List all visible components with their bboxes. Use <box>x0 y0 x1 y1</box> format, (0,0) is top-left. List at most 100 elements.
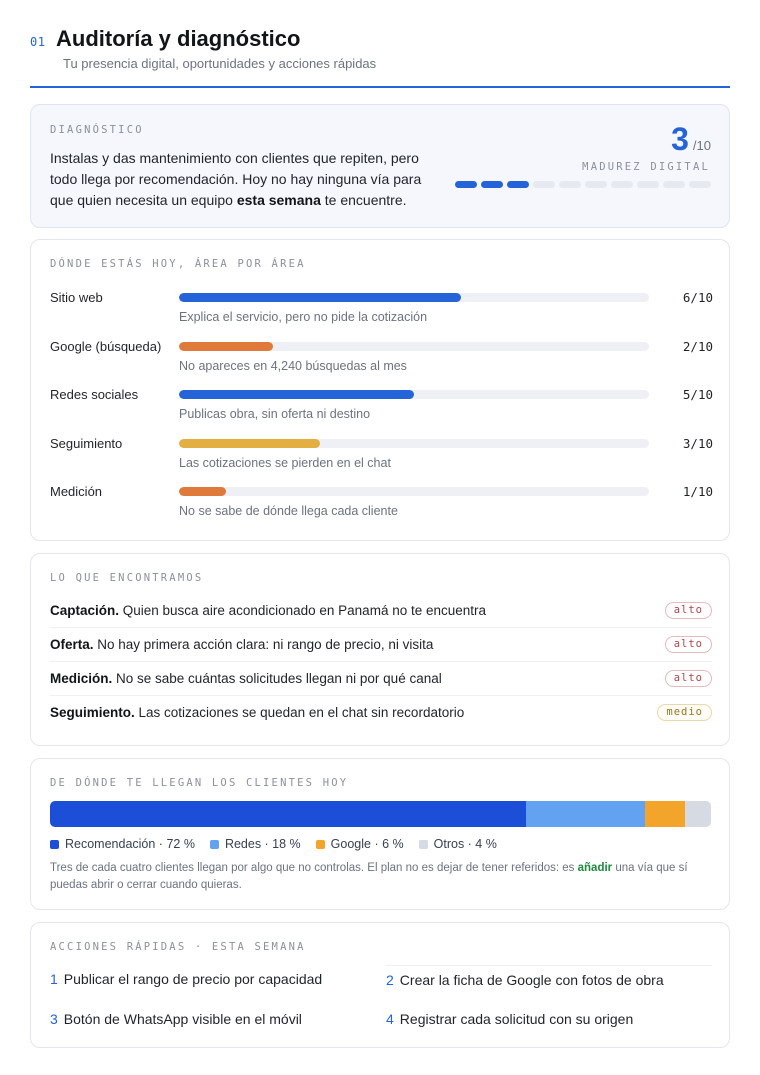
area-note: Las cotizaciones se pierden en el chat <box>179 455 391 470</box>
area-progress-track <box>179 390 649 399</box>
legend-swatch <box>418 839 428 849</box>
area-progress-fill <box>179 293 461 302</box>
maturity-segment <box>559 181 581 188</box>
area-progress-track <box>179 341 649 351</box>
finding-text: Medición. No se sabe cuántas solicitudes… <box>50 671 442 686</box>
area-score: 2/10 <box>682 338 713 354</box>
maturity-segment <box>637 181 659 188</box>
action-item: 1 Publicar el rango de precio por capacid… <box>50 971 322 987</box>
finding-row: Captación. Quien busca aire acondicionad… <box>50 594 712 628</box>
action-number: 2 <box>386 972 394 988</box>
area-progress-fill <box>179 438 320 448</box>
maturity-meter <box>455 181 711 188</box>
area-note: No se sabe de dónde llega cada cliente <box>179 504 398 518</box>
area-row: Google (búsqueda) 2/10 No apareces en 4,24… <box>31 339 731 387</box>
action-text: Crear la ficha de Google con fotos de ob… <box>399 972 664 988</box>
source-segment <box>644 801 685 827</box>
area-name: Google (búsqueda) <box>50 338 162 354</box>
action-item: 2 Crear la ficha de Google con fotos de o… <box>386 972 664 988</box>
maturity-segment <box>481 181 503 188</box>
action-text: Botón de WhatsApp visible en el móvil <box>63 1011 302 1027</box>
legend-label: Google · 6 % <box>330 837 404 851</box>
actions-label: ACCIONES RÁPIDAS · ESTA SEMANA <box>50 941 306 953</box>
maturity-segment <box>611 181 633 188</box>
finding-text: Oferta. No hay primera acción clara: ni … <box>50 637 434 652</box>
header-divider <box>30 86 730 88</box>
maturity-segment <box>507 181 529 188</box>
source-segment <box>684 801 711 827</box>
legend-item: Redes · 18 % <box>209 837 301 851</box>
maturity-segment <box>533 181 555 188</box>
legend-item: Google · 6 % <box>315 837 404 851</box>
area-row: Sitio web 6/10 Explica el servicio, pero n… <box>31 290 731 338</box>
area-score: 6/10 <box>682 290 713 305</box>
action-text: Registrar cada solicitud con su origen <box>399 1011 634 1027</box>
maturity-score-max: /10 <box>692 138 711 153</box>
section-number: 01 <box>30 35 46 49</box>
area-progress-track <box>179 438 649 448</box>
severity-badge: medio <box>657 704 712 721</box>
diagnosis-card: DIAGNÓSTICO Instalas y das mantenimiento… <box>30 104 730 228</box>
legend-swatch <box>50 839 59 849</box>
area-progress-fill <box>179 390 414 399</box>
action-text: Publicar el rango de precio por capacida… <box>63 971 323 987</box>
area-row: Redes sociales 5/10 Publicas obra, sin ofe… <box>31 387 731 435</box>
area-row: Seguimiento 3/10 Las cotizaciones se pierd… <box>31 436 731 484</box>
source-segment <box>525 801 645 827</box>
sources-note: Tres de cada cuatro clientes llegan por … <box>50 862 688 891</box>
page-subtitle: Tu presencia digital, oportunidades y ac… <box>63 56 377 71</box>
area-score: 5/10 <box>682 387 713 402</box>
legend-label: Recomendación · 72 % <box>65 837 195 851</box>
sources-stacked-bar <box>50 801 711 827</box>
maturity-segment <box>455 181 477 188</box>
severity-badge: alto <box>664 602 712 619</box>
findings-card: LO QUE ENCONTRAMOS Captación. Quien busc… <box>30 553 730 746</box>
legend-item: Otros · 4 % <box>418 837 497 851</box>
legend-item: Recomendación · 72 % <box>50 837 195 851</box>
maturity-segment <box>585 181 607 188</box>
action-item: 3 Botón de WhatsApp visible en el móvil <box>50 1011 302 1027</box>
area-progress-fill <box>179 341 273 351</box>
area-name: Medición <box>50 484 103 499</box>
area-note: No apareces en 4,240 búsquedas al mes <box>179 358 407 373</box>
sources-legend: Recomendación · 72 % Redes · 18 % Google ·… <box>50 837 497 851</box>
finding-text: Captación. Quien busca aire acondicionad… <box>50 603 487 618</box>
sources-card: DE DÓNDE TE LLEGAN LOS CLIENTES HOY Reco… <box>30 758 730 910</box>
area-name: Sitio web <box>50 290 103 305</box>
action-item: 4 Registrar cada solicitud con su origen <box>386 1011 633 1027</box>
maturity-score: 3/10 <box>671 121 711 158</box>
actions-divider <box>386 965 712 966</box>
area-score: 3/10 <box>682 435 713 451</box>
action-number: 4 <box>386 1011 394 1027</box>
area-row: Medición 1/10 No se sabe de dónde llega ca… <box>31 484 731 532</box>
page-title: Auditoría y diagnóstico <box>56 26 301 51</box>
areas-card: DÓNDE ESTÁS HOY, ÁREA POR ÁREA Sitio web… <box>30 239 730 541</box>
diagnosis-label: DIAGNÓSTICO <box>50 124 144 136</box>
findings-label: LO QUE ENCONTRAMOS <box>50 572 204 584</box>
maturity-segment <box>663 181 685 188</box>
area-note: Explica el servicio, pero no pide la cot… <box>179 310 428 324</box>
area-name: Redes sociales <box>50 387 139 402</box>
legend-swatch <box>209 839 219 849</box>
maturity-segment <box>689 181 711 188</box>
finding-row: Seguimiento. Las cotizaciones se quedan … <box>50 696 712 730</box>
finding-row: Oferta. No hay primera acción clara: ni … <box>50 628 712 662</box>
maturity-label: MADUREZ DIGITAL <box>582 161 710 173</box>
area-progress-track <box>179 487 649 496</box>
legend-label: Otros · 4 % <box>433 837 497 851</box>
areas-label: DÓNDE ESTÁS HOY, ÁREA POR ÁREA <box>50 258 306 270</box>
diagnosis-text: Instalas y das mantenimiento con cliente… <box>50 150 422 208</box>
sources-label: DE DÓNDE TE LLEGAN LOS CLIENTES HOY <box>50 777 349 789</box>
maturity-score-value: 3 <box>671 121 689 157</box>
area-note: Publicas obra, sin oferta ni destino <box>179 407 371 421</box>
severity-badge: alto <box>664 670 712 687</box>
area-progress-track <box>179 293 649 302</box>
finding-row: Medición. No se sabe cuántas solicitudes… <box>50 662 712 696</box>
area-score: 1/10 <box>682 484 713 499</box>
finding-text: Seguimiento. Las cotizaciones se quedan … <box>50 705 465 720</box>
area-name: Seguimiento <box>50 435 123 451</box>
severity-badge: alto <box>664 636 712 653</box>
action-number: 1 <box>50 971 58 987</box>
area-progress-fill <box>179 487 226 496</box>
legend-swatch <box>315 839 325 849</box>
